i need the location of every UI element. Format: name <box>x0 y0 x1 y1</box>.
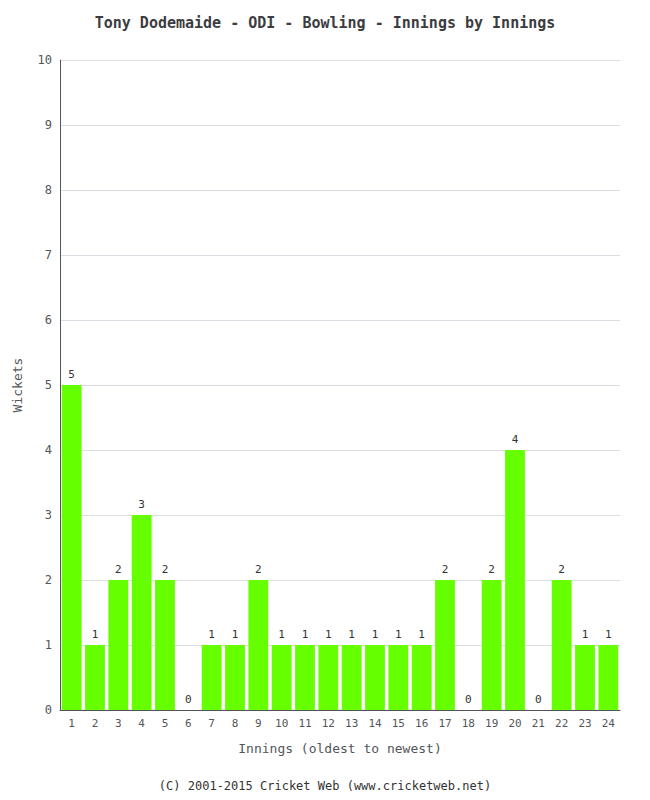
svg-text:9: 9 <box>45 118 52 132</box>
svg-text:(C) 2001-2015 Cricket Web (www: (C) 2001-2015 Cricket Web (www.cricketwe… <box>159 779 491 793</box>
svg-text:1: 1 <box>92 628 99 641</box>
svg-text:6: 6 <box>185 717 192 730</box>
svg-text:4: 4 <box>512 433 519 446</box>
svg-text:1: 1 <box>605 628 612 641</box>
svg-text:1: 1 <box>582 628 589 641</box>
svg-text:3: 3 <box>138 498 145 511</box>
svg-text:2: 2 <box>255 563 262 576</box>
svg-text:1: 1 <box>395 628 402 641</box>
svg-text:5: 5 <box>45 378 52 392</box>
svg-text:18: 18 <box>462 717 475 730</box>
svg-text:19: 19 <box>485 717 498 730</box>
svg-text:10: 10 <box>38 53 52 67</box>
svg-text:1: 1 <box>68 717 75 730</box>
svg-text:24: 24 <box>602 717 616 730</box>
svg-text:1: 1 <box>372 628 379 641</box>
svg-text:8: 8 <box>45 183 52 197</box>
svg-text:1: 1 <box>45 638 52 652</box>
svg-text:2: 2 <box>558 563 565 576</box>
svg-text:2: 2 <box>115 563 122 576</box>
svg-text:0: 0 <box>185 693 192 706</box>
svg-text:23: 23 <box>578 717 591 730</box>
svg-text:2: 2 <box>442 563 449 576</box>
svg-text:2: 2 <box>162 563 169 576</box>
svg-text:14: 14 <box>368 717 382 730</box>
svg-text:4: 4 <box>138 717 145 730</box>
svg-text:21: 21 <box>532 717 545 730</box>
svg-text:1: 1 <box>418 628 425 641</box>
svg-text:Innings (oldest to newest): Innings (oldest to newest) <box>238 741 442 756</box>
svg-text:8: 8 <box>232 717 239 730</box>
svg-text:7: 7 <box>208 717 215 730</box>
svg-text:Wickets: Wickets <box>10 358 25 413</box>
svg-text:2: 2 <box>488 563 495 576</box>
svg-text:4: 4 <box>45 443 52 457</box>
svg-text:5: 5 <box>68 368 75 381</box>
svg-text:1: 1 <box>302 628 309 641</box>
svg-text:1: 1 <box>348 628 355 641</box>
svg-text:3: 3 <box>45 508 52 522</box>
svg-text:12: 12 <box>322 717 335 730</box>
svg-text:3: 3 <box>115 717 122 730</box>
svg-text:17: 17 <box>438 717 451 730</box>
svg-text:1: 1 <box>278 628 285 641</box>
svg-text:2: 2 <box>45 573 52 587</box>
svg-text:0: 0 <box>535 693 542 706</box>
svg-text:22: 22 <box>555 717 568 730</box>
svg-text:0: 0 <box>465 693 472 706</box>
svg-text:16: 16 <box>415 717 428 730</box>
svg-text:10: 10 <box>275 717 288 730</box>
svg-text:11: 11 <box>298 717 311 730</box>
svg-text:1: 1 <box>208 628 215 641</box>
svg-text:0: 0 <box>45 703 52 717</box>
svg-text:1: 1 <box>232 628 239 641</box>
svg-text:13: 13 <box>345 717 358 730</box>
svg-text:15: 15 <box>392 717 405 730</box>
svg-text:Tony Dodemaide - ODI - Bowling: Tony Dodemaide - ODI - Bowling - Innings… <box>95 14 556 32</box>
svg-text:1: 1 <box>325 628 332 641</box>
svg-text:7: 7 <box>45 248 52 262</box>
svg-text:2: 2 <box>92 717 99 730</box>
svg-text:20: 20 <box>508 717 521 730</box>
svg-text:5: 5 <box>162 717 169 730</box>
svg-text:6: 6 <box>45 313 52 327</box>
svg-text:9: 9 <box>255 717 262 730</box>
